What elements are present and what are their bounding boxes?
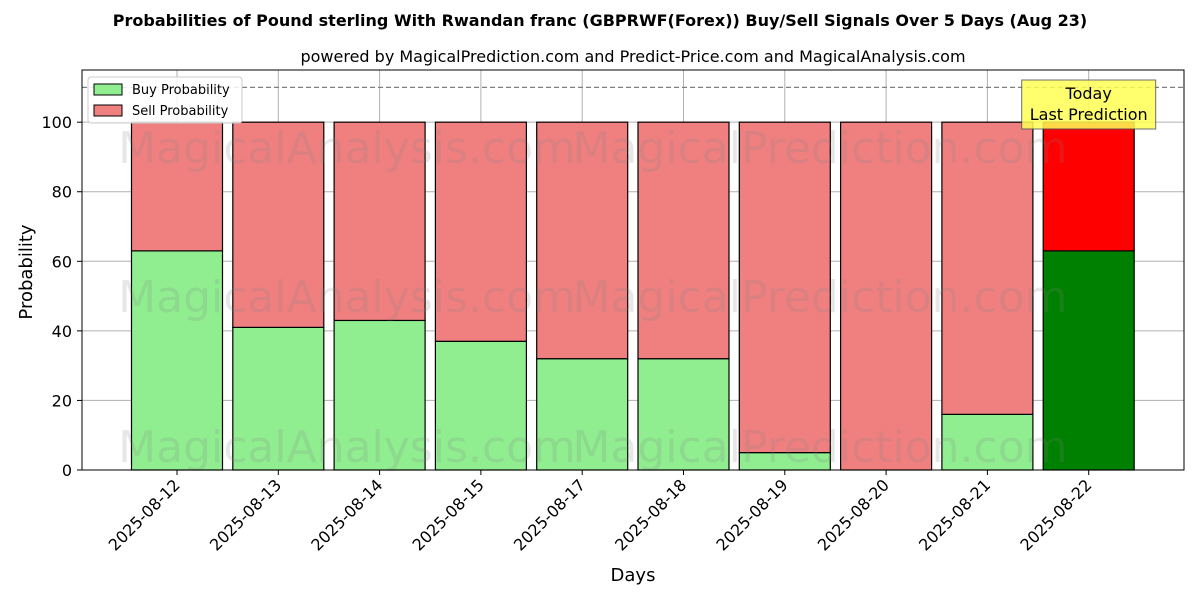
watermark-text: MagicalPrediction.com (573, 123, 1068, 174)
sell-bar (130, 121, 224, 252)
legend-box (87, 76, 243, 124)
sell-bar (1042, 121, 1135, 252)
y-tick-label: 100 (41, 113, 72, 132)
sell-bar (434, 121, 527, 342)
x-axis-label: Days (611, 565, 656, 586)
x-tick-label: 2025-08-20 (814, 475, 893, 554)
bars (130, 121, 1135, 471)
y-tick-label: 80 (52, 183, 72, 202)
x-tick-label: 2025-08-18 (611, 475, 690, 554)
sell-bar (333, 121, 426, 322)
watermarks: MagicalAnalysis.comMagicalPrediction.com… (118, 123, 1067, 473)
y-tick-label: 0 (62, 461, 72, 480)
today-annotation: Today Last Prediction (1021, 79, 1157, 130)
sell-bar (232, 121, 325, 328)
watermark-text: MagicalPrediction.com (573, 422, 1068, 473)
x-tick-label: 2025-08-17 (510, 475, 589, 554)
buy-bar (637, 358, 730, 471)
x-tick-label: 2025-08-14 (307, 475, 386, 554)
annotation-text: Today (1065, 84, 1112, 103)
buy-bar (333, 319, 426, 471)
annotation-box (1021, 79, 1157, 130)
y-tick-label: 60 (52, 252, 72, 271)
legend-label: Sell Probability (132, 104, 229, 119)
y-tick-label: 40 (52, 322, 72, 341)
watermark-text: MagicalPrediction.com (573, 272, 1068, 323)
x-tick-label: 2025-08-21 (915, 475, 994, 554)
legend-swatch (93, 83, 123, 96)
sell-bar (637, 121, 730, 360)
buy-bar (1042, 250, 1135, 471)
sell-bar (738, 121, 831, 454)
sell-bar (941, 121, 1034, 415)
watermark-text: MagicalAnalysis.com (118, 272, 576, 323)
x-tick-label: 2025-08-13 (206, 475, 285, 554)
x-tick-label: 2025-08-19 (712, 475, 791, 554)
plot-frame (81, 69, 1185, 471)
buy-bar (130, 250, 224, 471)
watermark-text: MagicalAnalysis.com (118, 422, 576, 473)
legend-label: Buy Probability (132, 83, 230, 98)
watermark-text: MagicalAnalysis.com (118, 123, 576, 174)
chart-subtitle: powered by MagicalPrediction.com and Pre… (300, 47, 965, 66)
annotation-text: Last Prediction (1030, 105, 1148, 124)
y-axis-label: Probability (16, 224, 37, 319)
chart-title: Probabilities of Pound sterling With Rwa… (113, 11, 1087, 30)
buy-bar (434, 340, 527, 471)
sell-bar (536, 121, 629, 360)
x-tick-label: 2025-08-22 (1016, 475, 1095, 554)
buy-bar (536, 358, 629, 471)
sell-bar (839, 121, 933, 471)
x-tick-label: 2025-08-15 (409, 475, 488, 554)
legend-swatch (93, 104, 123, 117)
legend: Buy Probability Sell Probability (87, 76, 243, 124)
x-tick-label: 2025-08-12 (105, 475, 184, 554)
y-tick-label: 20 (52, 391, 72, 410)
